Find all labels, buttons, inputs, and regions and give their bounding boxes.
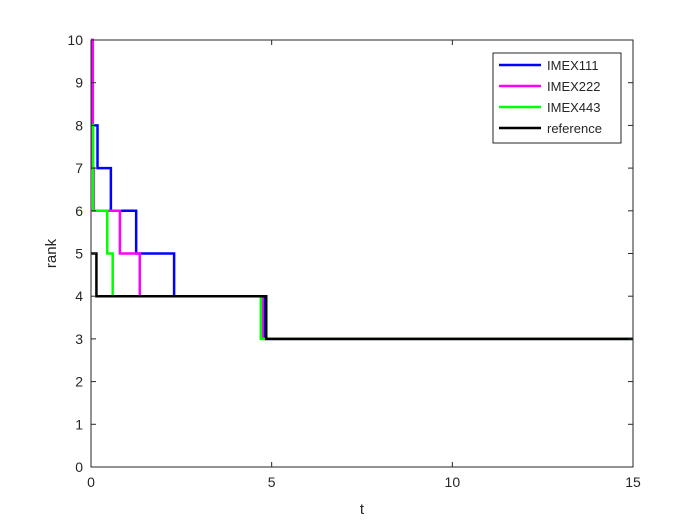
y-tick-label: 6 <box>75 203 83 219</box>
x-tick-label: 10 <box>445 474 461 490</box>
legend: IMEX111 IMEX222 IMEX443 reference <box>492 52 622 144</box>
legend-label: reference <box>547 121 602 136</box>
legend-label: IMEX111 <box>547 58 599 73</box>
y-tick-label: 2 <box>75 374 83 390</box>
y-tick-label: 4 <box>75 288 83 304</box>
y-tick-label: 1 <box>75 416 83 432</box>
y-tick-label: 0 <box>75 459 83 475</box>
y-tick-label: 9 <box>75 75 83 91</box>
x-tick-label: 0 <box>87 474 95 490</box>
x-axis-ticks: 0 5 10 15 <box>87 40 641 490</box>
legend-label: IMEX443 <box>547 100 600 115</box>
y-tick-label: 3 <box>75 331 83 347</box>
x-tick-label: 15 <box>625 474 641 490</box>
x-tick-label: 5 <box>268 474 276 490</box>
y-tick-label: 10 <box>67 32 83 48</box>
y-tick-label: 5 <box>75 246 83 262</box>
legend-label: IMEX222 <box>547 79 600 94</box>
y-axis-ticks: 0 1 2 3 4 5 6 7 8 9 10 <box>67 32 633 475</box>
x-axis-label: t <box>360 501 365 518</box>
y-tick-label: 8 <box>75 117 83 133</box>
y-axis-label: rank <box>43 238 60 268</box>
y-tick-label: 7 <box>75 160 83 176</box>
